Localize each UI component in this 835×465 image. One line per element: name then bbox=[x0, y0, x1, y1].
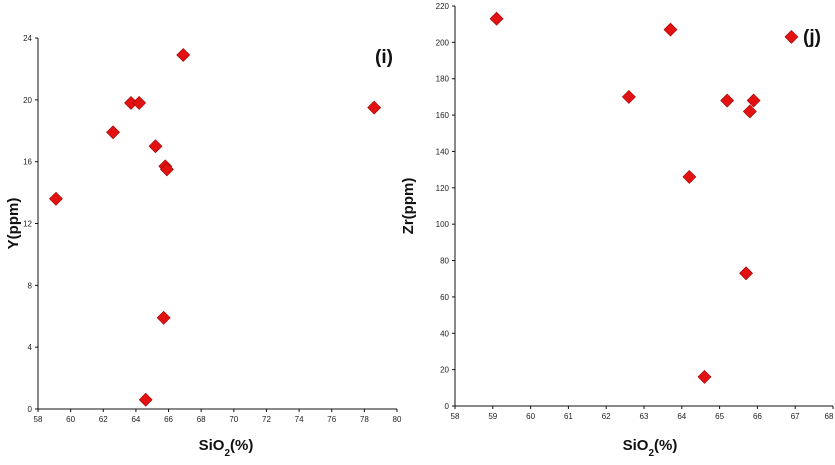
x-tick-label: 66 bbox=[753, 412, 762, 421]
x-tick-label: 59 bbox=[488, 412, 497, 421]
x-tick-label: 78 bbox=[360, 415, 369, 424]
y-axis-title: Y(ppm) bbox=[5, 198, 22, 250]
scatter-panel-j: 0 20 40 60 80 100 120 140 160 180 200 220 58 59 60 61 62… bbox=[400, 2, 834, 459]
y-tick-label: 180 bbox=[436, 75, 450, 84]
y-tick-label: 40 bbox=[440, 329, 449, 338]
x-tick-label: 64 bbox=[131, 415, 140, 424]
x-tick-label: 62 bbox=[99, 415, 108, 424]
y-tick-label: 0 bbox=[28, 405, 33, 414]
data-point bbox=[742, 104, 757, 119]
y-tick-label: 4 bbox=[28, 343, 33, 352]
x-tick-label: 67 bbox=[791, 412, 800, 421]
y-tick-label: 0 bbox=[445, 402, 450, 411]
y-tick-label: 12 bbox=[23, 220, 32, 229]
y-tick-label: 24 bbox=[23, 34, 32, 43]
x-tick-label: 66 bbox=[164, 415, 173, 424]
panel-label: (j) bbox=[803, 27, 821, 48]
scatter-panel-i: 0 4 8 12 16 20 24 58 60 62 64 66 68 70 72 74 76 78 80 Y(ppm… bbox=[5, 34, 402, 459]
y-tick-label: 220 bbox=[436, 2, 450, 11]
y-tick-label: 20 bbox=[23, 96, 32, 105]
x-tick-label: 70 bbox=[229, 415, 238, 424]
y-tick-label: 140 bbox=[436, 147, 450, 156]
data-point bbox=[148, 139, 163, 154]
x-tick-label: 72 bbox=[262, 415, 271, 424]
x-tick-label: 58 bbox=[451, 412, 460, 421]
data-point bbox=[621, 89, 636, 104]
y-tick-label: 60 bbox=[440, 293, 449, 302]
data-point bbox=[132, 96, 147, 110]
data-point bbox=[489, 11, 504, 26]
y-tick-label: 16 bbox=[23, 158, 32, 167]
y-tick-label: 120 bbox=[436, 184, 450, 193]
data-point bbox=[784, 29, 799, 44]
data-point bbox=[176, 48, 191, 62]
x-tick-label: 63 bbox=[640, 412, 649, 421]
y-tick-label: 160 bbox=[436, 111, 450, 120]
x-tick-label: 68 bbox=[825, 412, 834, 421]
x-axis-title: SiO2(%) bbox=[199, 437, 254, 459]
data-point bbox=[739, 266, 753, 281]
x-tick-label: 74 bbox=[295, 415, 304, 424]
y-tick-label: 100 bbox=[436, 220, 450, 229]
x-tick-label: 61 bbox=[564, 412, 573, 421]
y-tick-label: 20 bbox=[440, 366, 449, 375]
x-tick-label: 76 bbox=[327, 415, 336, 424]
x-tick-label: 60 bbox=[66, 415, 75, 424]
y-axis-title: Zr(ppm) bbox=[400, 178, 417, 235]
y-tick-label: 8 bbox=[28, 281, 33, 290]
data-point bbox=[156, 310, 171, 325]
data-point bbox=[106, 125, 120, 140]
data-point bbox=[138, 392, 153, 407]
x-tick-label: 65 bbox=[715, 412, 724, 421]
y-tick-label: 200 bbox=[436, 38, 450, 47]
x-tick-label: 68 bbox=[197, 415, 206, 424]
data-point bbox=[697, 369, 712, 384]
data-point bbox=[663, 22, 678, 37]
data-point bbox=[367, 100, 382, 115]
y-tick-label: 80 bbox=[440, 257, 449, 266]
x-tick-label: 80 bbox=[393, 415, 402, 424]
panel-label: (i) bbox=[375, 47, 393, 68]
data-point bbox=[49, 191, 63, 206]
x-tick-label: 64 bbox=[677, 412, 686, 421]
x-tick-label: 58 bbox=[34, 415, 43, 424]
x-tick-label: 62 bbox=[602, 412, 611, 421]
data-point bbox=[746, 93, 761, 108]
data-point bbox=[720, 93, 735, 108]
x-axis-title: SiO2(%) bbox=[623, 437, 678, 459]
data-point bbox=[159, 162, 174, 177]
data-point bbox=[682, 169, 697, 184]
x-tick-label: 60 bbox=[526, 412, 535, 421]
